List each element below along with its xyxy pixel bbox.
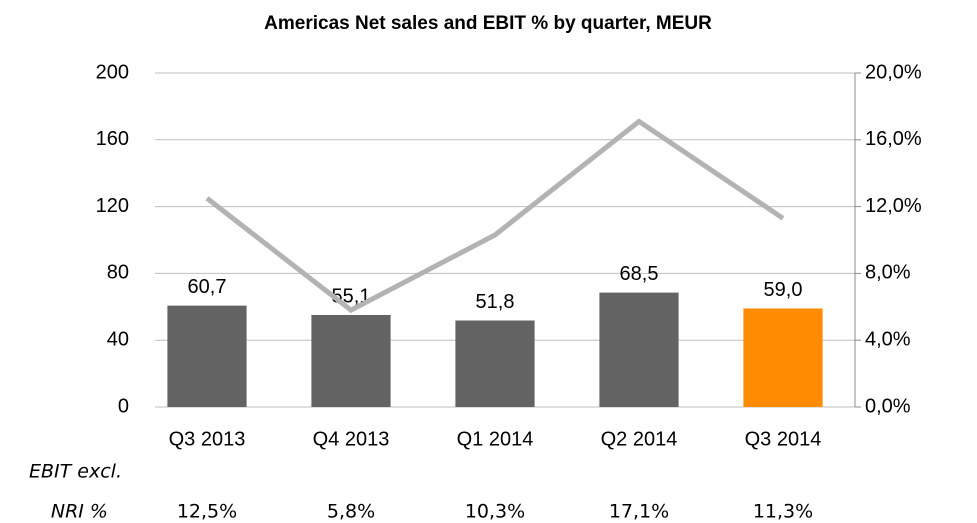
y-tick-label: 40 — [107, 328, 129, 350]
bar — [743, 308, 823, 407]
y-tick-label: 160 — [96, 128, 129, 150]
y2-tick-label: 12,0% — [865, 195, 922, 217]
x-tick-label: Q3 2013 — [169, 428, 246, 450]
bar — [311, 314, 391, 407]
y2-tick-label: 4,0% — [865, 328, 911, 350]
row-label: EBIT excl. — [29, 461, 122, 483]
data-label: 59,0 — [764, 279, 803, 301]
data-label: 68,5 — [620, 263, 659, 285]
row-value: 12,5% — [177, 501, 237, 523]
y2-tick-label: 8,0% — [865, 262, 911, 284]
x-tick-label: Q4 2013 — [313, 428, 390, 450]
data-label: 60,7 — [188, 276, 227, 298]
y-tick-label: 80 — [107, 262, 129, 284]
row-value: 10,3% — [465, 501, 525, 523]
row-value: 17,1% — [609, 501, 669, 523]
row-value: 11,3% — [753, 501, 813, 523]
y2-tick-label: 20,0% — [865, 61, 922, 83]
line — [205, 118, 785, 314]
bar — [455, 320, 535, 407]
row-label: NRI % — [51, 501, 108, 523]
chart-title: Americas Net sales and EBIT % by quarter… — [264, 13, 712, 34]
bar — [599, 292, 679, 407]
y-tick-label: 0 — [118, 395, 129, 417]
y-tick-label: 200 — [96, 61, 129, 83]
x-tick-label: Q3 2014 — [745, 428, 822, 450]
x-tick-label: Q2 2014 — [601, 428, 678, 450]
bar — [167, 305, 247, 407]
data-label: 51,8 — [476, 291, 515, 313]
y2-tick-label: 0,0% — [865, 395, 911, 417]
y2-tick-label: 16,0% — [865, 128, 922, 150]
x-tick-label: Q1 2014 — [457, 428, 534, 450]
row-value: 5,8% — [327, 501, 375, 523]
y-tick-label: 120 — [96, 195, 129, 217]
